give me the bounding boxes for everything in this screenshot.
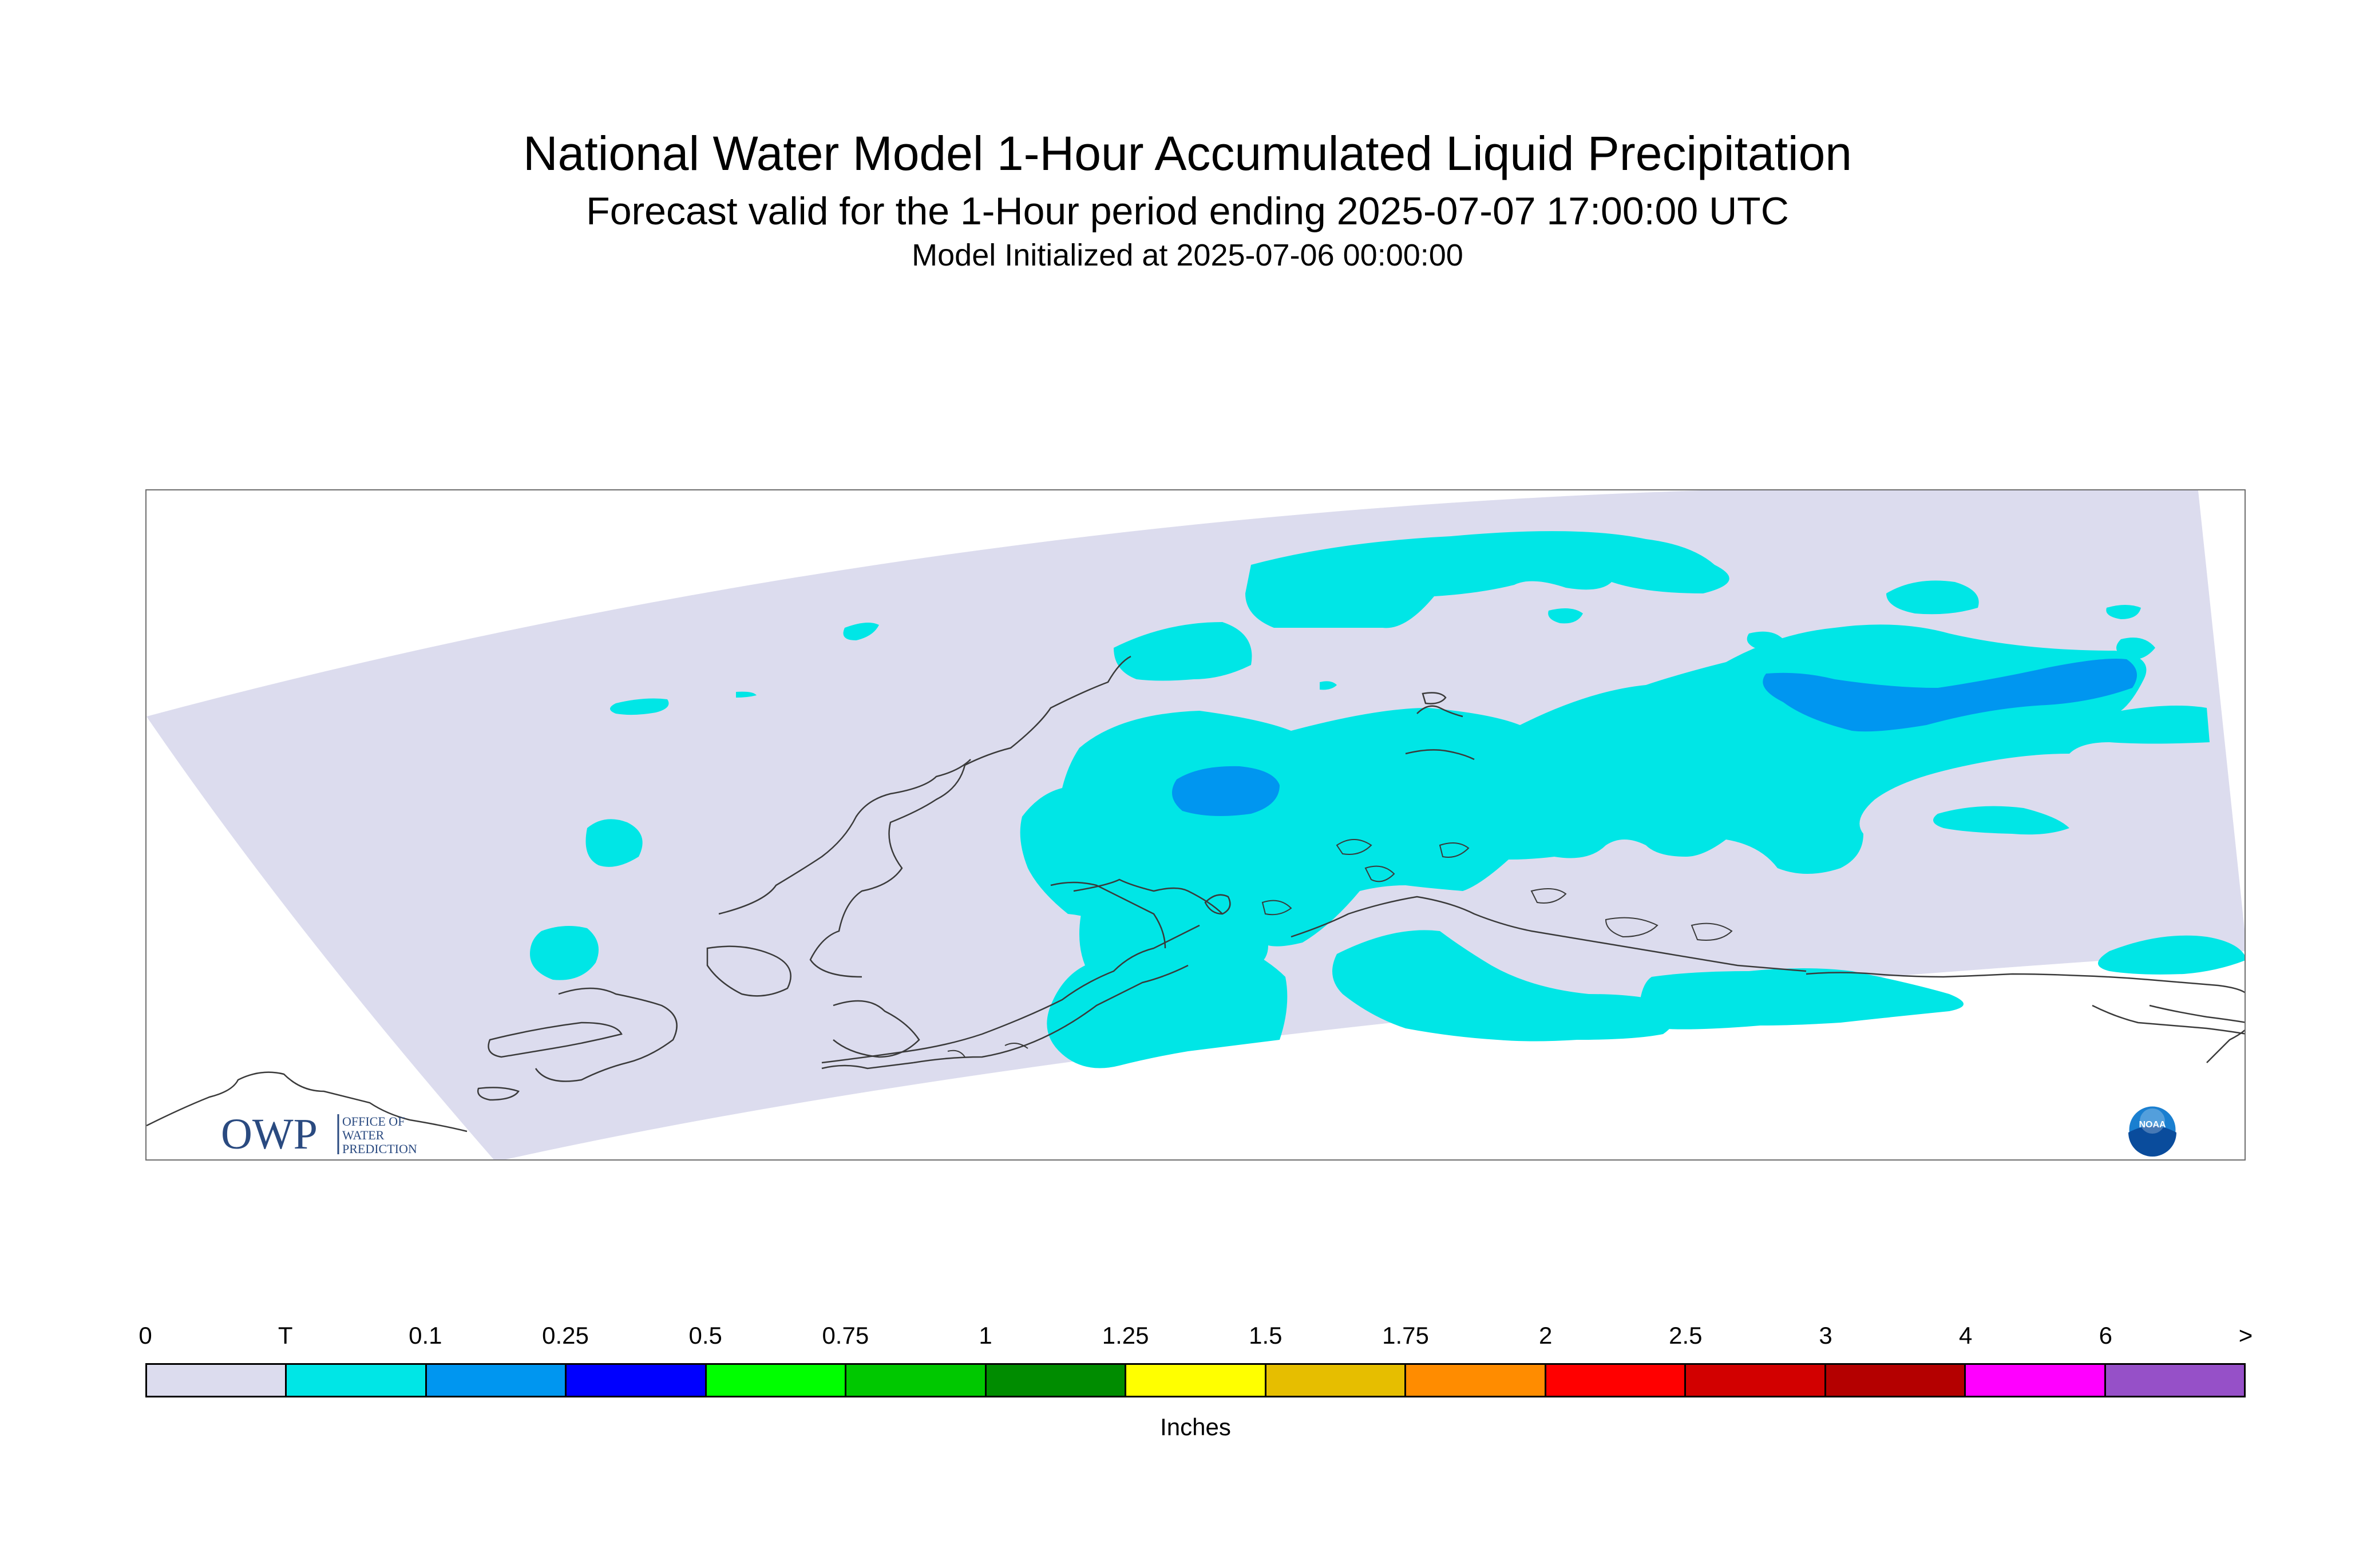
map-subtitle: Forecast valid for the 1-Hour period end… <box>586 189 1789 233</box>
bristol-bay <box>913 964 1189 1064</box>
arctic-island <box>1422 692 1447 704</box>
owp-letters: OWP <box>221 1110 318 1158</box>
legend-tick-label: T <box>278 1322 293 1349</box>
legend-swatch <box>846 1365 987 1396</box>
legend-tick-label: 0 <box>138 1322 152 1349</box>
island-clusters <box>947 839 1733 1058</box>
legend-swatch <box>1966 1365 2106 1396</box>
trace-blob-st-lawrence <box>585 819 643 867</box>
light-area-brooks <box>1763 659 2137 732</box>
legend-tick-label: 0.25 <box>542 1322 589 1349</box>
trace-blob-east-mid <box>1747 631 1783 648</box>
legend-swatch <box>567 1365 707 1396</box>
noaa-logo: NOAA <box>2127 1104 2178 1157</box>
legend-swatch <box>706 1365 847 1396</box>
legend-swatch <box>147 1365 287 1396</box>
brooks-range-coast <box>1416 705 1463 718</box>
trace-area-east <box>2098 935 2245 975</box>
legend-swatch <box>1686 1365 1826 1396</box>
legend-swatch <box>1266 1365 1407 1396</box>
legend-swatch <box>426 1365 567 1396</box>
beaufort-coast <box>1405 749 1475 761</box>
st-lawrence-island <box>488 1021 623 1058</box>
legend-tick-label: 1.25 <box>1102 1322 1149 1349</box>
trace-area-bay <box>1933 806 2069 835</box>
cook-inlet <box>1050 881 1166 949</box>
trace-area-nw <box>1114 622 1252 681</box>
norton-sound <box>706 945 791 997</box>
trace-blob-ne3 <box>2116 638 2155 660</box>
legend-tick-label: 3 <box>1819 1322 1832 1349</box>
canada-border <box>2092 1004 2245 1035</box>
legend-swatch <box>2105 1365 2245 1396</box>
yukon-coast-east <box>2149 1004 2245 1023</box>
light-precip-areas <box>1172 659 2137 816</box>
trace-blob-west1 <box>843 623 879 640</box>
owp-line2: WATER <box>342 1128 385 1142</box>
model-init-time: Model Initialized at 2025-07-06 00:00:00 <box>912 238 1463 272</box>
owp-line1: OFFICE OF <box>342 1114 405 1129</box>
alaska-peninsula <box>821 924 1200 1064</box>
trace-blob-north-mid <box>1548 608 1583 624</box>
chukotka <box>147 1071 468 1133</box>
precipitation-map: OWP OFFICE OF WATER PREDICTION NOAA <box>145 489 2246 1161</box>
aleutian-islands-1 <box>821 1062 914 1070</box>
yukon-delta <box>535 987 678 1082</box>
west-shoreline-2 <box>1204 894 1231 915</box>
trace-area-kenai <box>1332 930 1676 1042</box>
legend-swatch <box>986 1365 1127 1396</box>
legend-tick-label: > <box>2238 1322 2253 1349</box>
legend-swatch <box>287 1365 427 1396</box>
legend-tick-label: 1.75 <box>1382 1322 1429 1349</box>
prince-william-sound <box>1073 878 1223 914</box>
southeast-coast <box>1806 972 2245 993</box>
legend-tick-label: 2 <box>1538 1322 1553 1349</box>
owp-line3: PREDICTION <box>342 1142 417 1156</box>
coastlines <box>147 655 2245 1133</box>
bc-coast <box>2206 1029 2245 1063</box>
kuskokwim-bay <box>833 1000 920 1058</box>
legend-tick-label: 0.1 <box>409 1322 442 1349</box>
trace-blob-north-small <box>1320 681 1337 690</box>
legend-swatch <box>1126 1365 1266 1396</box>
alaska-west-coast <box>809 655 1131 978</box>
legend-swatch <box>1546 1365 1687 1396</box>
light-area-interior <box>1172 766 1280 816</box>
trace-area-cook-inlet <box>1047 895 1288 1068</box>
map-title: National Water Model 1-Hour Accumulated … <box>522 126 1852 180</box>
trace-blob-west2 <box>610 698 669 715</box>
color-legend: 0 T 0.1 0.25 0.5 0.75 1 1.25 1.5 1.75 2 2.5 3 4 6 > Inc… <box>138 1322 2253 1442</box>
legend-color-bar <box>145 1363 2246 1397</box>
legend-units: Inches <box>1160 1413 1231 1440</box>
trace-blob-ne <box>1886 580 1979 615</box>
trace-blob-west3 <box>736 691 757 698</box>
noaa-letters: NOAA <box>2139 1120 2166 1130</box>
kenai-peninsula <box>1291 896 1807 972</box>
legend-swatch <box>1826 1365 1966 1396</box>
legend-tick-label: 0.5 <box>688 1322 722 1349</box>
nunivak-island <box>477 1087 520 1101</box>
legend-tick-label: 2.5 <box>1669 1322 1703 1349</box>
legend-tick-label: 0.75 <box>822 1322 869 1349</box>
legend-tick-label: 4 <box>1958 1322 1973 1349</box>
legend-tick-label: 6 <box>2099 1322 2113 1349</box>
trace-blob-seward <box>530 926 599 980</box>
trace-area-southeast <box>1639 968 1964 1030</box>
seward-peninsula <box>718 759 971 915</box>
legend-tick-label: 1 <box>979 1322 992 1349</box>
owp-logo: OWP OFFICE OF WATER PREDICTION <box>221 1110 417 1158</box>
trace-area-north <box>1245 531 1729 628</box>
trace-blob-ne2 <box>2106 605 2141 619</box>
legend-tick-label: 1.5 <box>1249 1322 1282 1349</box>
legend-swatch <box>1406 1365 1546 1396</box>
